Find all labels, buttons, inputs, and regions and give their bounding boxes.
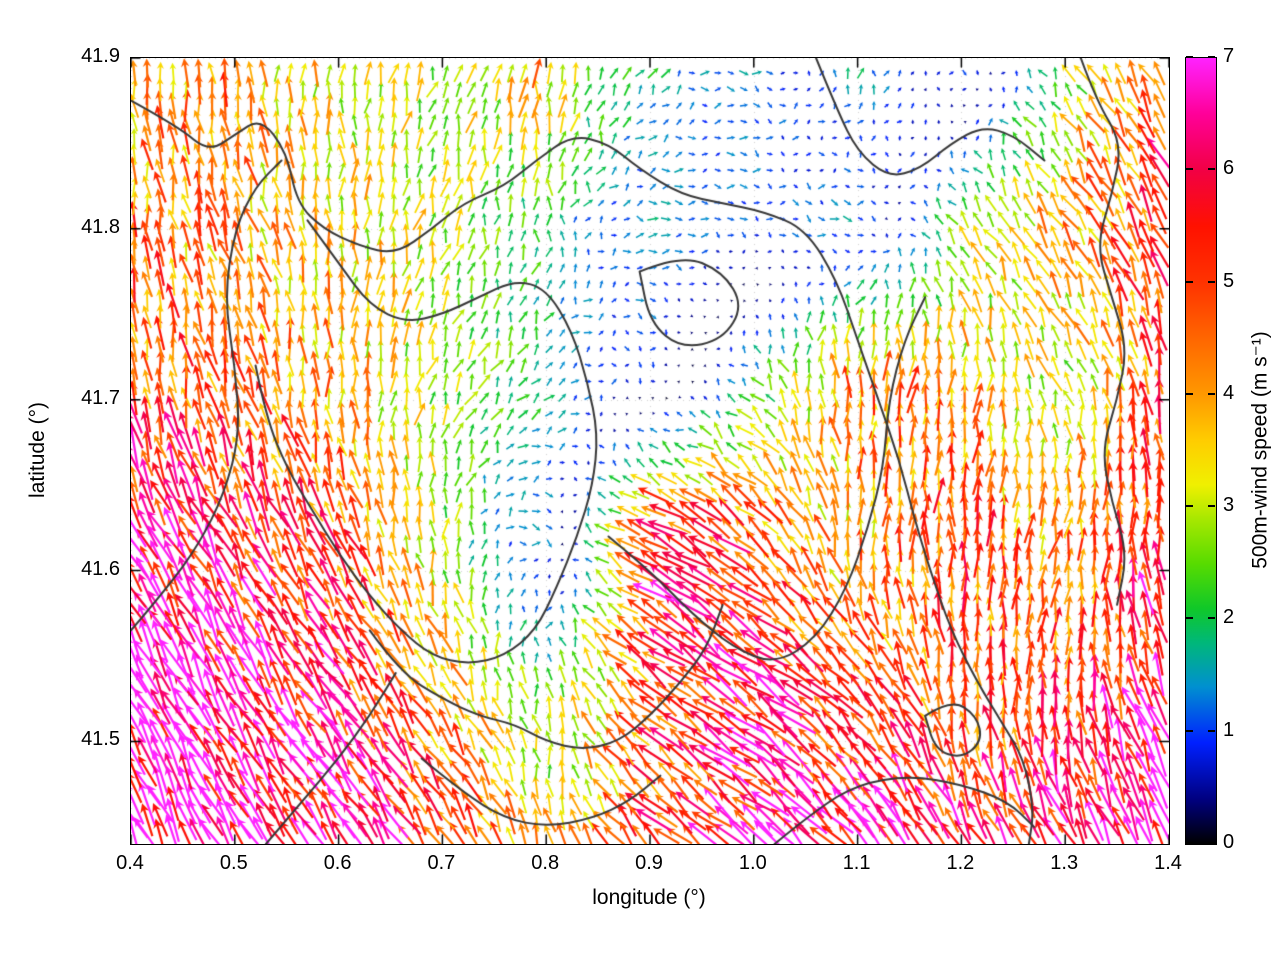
colorbar-tick-mark (1186, 280, 1193, 283)
colorbar-tick-mark (1208, 617, 1215, 620)
y-tick-label: 41.8 (81, 215, 120, 238)
x-tick-label: 0.8 (531, 852, 560, 874)
colorbar-tick-label: 7 (1223, 45, 1235, 67)
x-tick-label: 1.4 (1154, 852, 1182, 874)
x-tick-label: 0.4 (116, 852, 144, 874)
colorbar-tick-mark (1208, 392, 1215, 395)
colorbar-label: 500m-wind speed (m s⁻¹) (1248, 331, 1272, 569)
colorbar-tick-mark (1186, 56, 1193, 58)
colorbar-tick-label: 5 (1223, 269, 1235, 292)
x-tick-label: 1.1 (842, 852, 871, 874)
colorbar-tick-mark (1208, 168, 1215, 171)
colorbar-tick-label: 4 (1223, 381, 1235, 404)
colorbar-tick-mark (1208, 56, 1215, 58)
colorbar-tick-mark (1208, 505, 1215, 508)
colorbar-tick-mark (1186, 392, 1193, 395)
plot-area (130, 57, 1170, 845)
quiver-plot-canvas (131, 58, 1169, 844)
x-tick-label: 1.0 (738, 852, 767, 874)
colorbar-gradient (1186, 58, 1216, 844)
colorbar-tick-label: 6 (1223, 157, 1235, 180)
colorbar-tick-label: 2 (1223, 606, 1235, 629)
x-tick-label: 0.5 (219, 852, 248, 874)
colorbar-tick-mark (1186, 505, 1193, 508)
y-tick-label: 41.6 (81, 557, 120, 580)
x-tick-label: 0.9 (635, 852, 663, 874)
colorbar-tick-mark (1208, 842, 1215, 844)
colorbar-tick-mark (1208, 280, 1215, 283)
x-axis-label: longitude (°) (592, 886, 706, 909)
x-tick-label: 1.2 (946, 852, 975, 874)
y-axis-label: latitude (°) (26, 402, 49, 498)
y-tick-label: 41.7 (81, 386, 120, 409)
colorbar-tick-label: 1 (1223, 718, 1235, 741)
colorbar-tick-mark (1186, 842, 1193, 844)
colorbar-tick-mark (1186, 729, 1193, 732)
colorbar-tick-mark (1208, 729, 1215, 732)
colorbar-tick-mark (1186, 168, 1193, 171)
x-tick-label: 0.7 (427, 852, 456, 874)
x-tick-label: 1.3 (1050, 852, 1079, 874)
colorbar-tick-label: 0 (1223, 831, 1235, 853)
x-tick-label: 0.6 (323, 852, 352, 874)
colorbar (1185, 57, 1217, 845)
colorbar-tick-label: 3 (1223, 494, 1235, 517)
y-tick-label: 41.5 (81, 728, 120, 751)
colorbar-tick-mark (1186, 617, 1193, 620)
y-tick-label: 41.9 (81, 45, 120, 67)
